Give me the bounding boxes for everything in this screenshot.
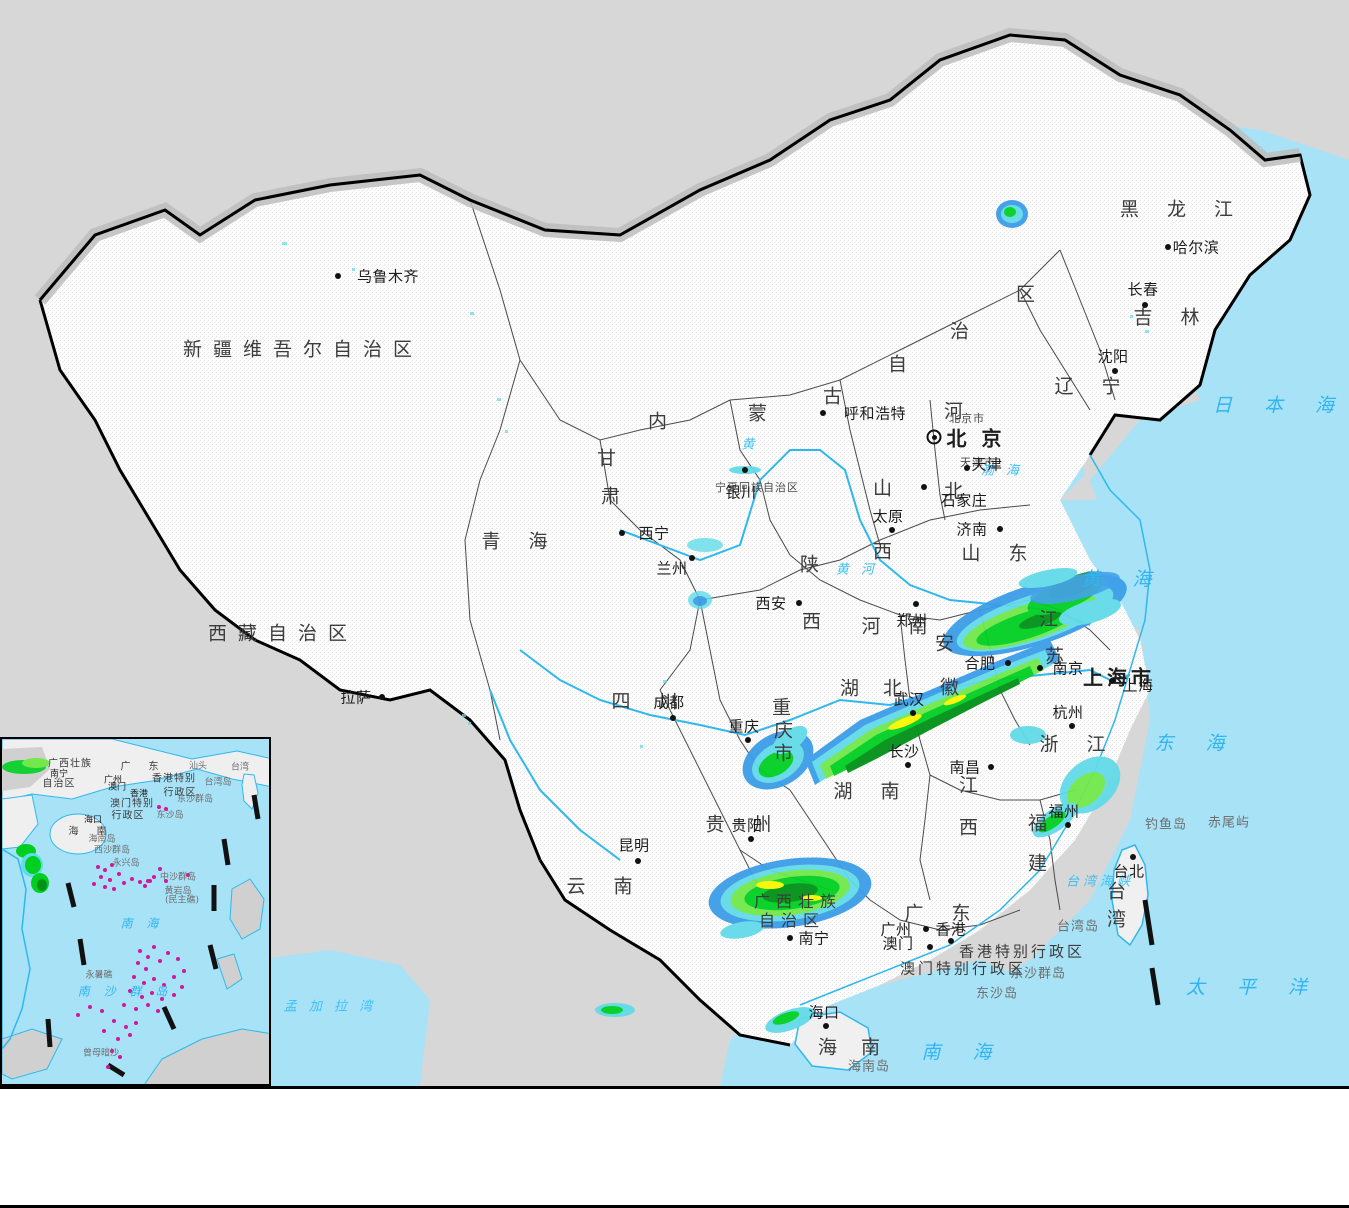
city-marker-icon — [335, 273, 341, 279]
echo-guangxi — [708, 857, 872, 939]
city-marker-icon — [635, 858, 641, 864]
inset-label-26: 南 海 — [120, 916, 164, 931]
inset-label-5: 汕头 — [188, 761, 208, 772]
city-marker-icon — [905, 762, 911, 768]
city-marker-icon — [823, 1023, 829, 1029]
inset-label-29: 曾母暗沙 — [82, 1048, 120, 1059]
inset-label-21: 西沙群岛 — [93, 845, 131, 856]
inset-label-24: 黄岩岛 — [164, 886, 192, 897]
city-marker-icon — [1109, 678, 1115, 684]
inset-label-15: 东沙群岛 — [176, 794, 214, 805]
city-marker-icon — [748, 836, 754, 842]
echo-chongqing-guizhou — [742, 725, 814, 790]
inset-label-28: 南 沙 群 岛 — [77, 984, 173, 999]
city-marker-icon — [1005, 660, 1011, 666]
city-marker-icon — [787, 935, 793, 941]
inset-label-4: 东 — [148, 761, 160, 773]
inset-label-22: 永兴岛 — [112, 858, 140, 869]
national-border-west — [38, 299, 542, 861]
hainan-island — [794, 1011, 873, 1071]
national-border-south — [538, 859, 791, 1047]
city-marker-icon — [997, 526, 1003, 532]
inset-label-18: 海 — [68, 826, 80, 838]
city-marker-icon — [796, 600, 802, 606]
echo-yellow-sea — [1018, 567, 1120, 605]
city-marker-icon — [745, 737, 751, 743]
city-marker-icon — [820, 410, 826, 416]
echo-hainan — [595, 1003, 815, 1033]
inset-label-7: 广州 — [103, 775, 123, 786]
inset-label-0: 广西壮族 — [48, 758, 92, 770]
city-marker-icon — [670, 715, 676, 721]
city-marker-icon — [910, 710, 916, 716]
legend-panel: 全国雷达拼图 [2025-11-17 16:42:00] [ 组合反射率 ] d… — [0, 1086, 1349, 1208]
inset-label-17: 海口 — [83, 815, 103, 826]
echo-northeast — [996, 200, 1028, 228]
inset-label-19: 南 — [96, 826, 108, 838]
inset-label-11: 澳门 — [107, 782, 127, 793]
city-marker-icon — [1069, 723, 1075, 729]
city-marker-icon — [964, 465, 970, 471]
inset-label-20: 海南岛 — [88, 834, 116, 845]
city-marker-icon — [948, 938, 954, 944]
city-marker-icon — [988, 764, 994, 770]
city-marker-icon — [742, 467, 748, 473]
city-marker-icon — [927, 944, 933, 950]
city-marker-icon — [379, 694, 385, 700]
inset-label-25: (民主礁) — [164, 895, 200, 906]
inset-label-10: 台湾岛 — [204, 777, 232, 788]
echo-speckle — [282, 242, 1149, 748]
map-canvas — [34, 27, 1349, 1086]
south-china-sea-inset[interactable]: 广西壮族 自治区 南宁广东汕头 台湾 广州 香港特别 行政区 台湾岛 澳门 香港 澳门特别 行政区 东沙… — [0, 737, 271, 1086]
inset-label-14: 行政区 — [111, 810, 145, 822]
inset-label-1: 自治区 — [42, 778, 76, 790]
inset-label-27: 永暑礁 — [85, 970, 113, 981]
city-marker-icon — [889, 527, 895, 533]
city-marker-icon — [923, 926, 929, 932]
inset-label-13: 澳门特别 — [110, 798, 154, 810]
inset-label-12: 香港 — [129, 789, 149, 800]
inset-label-9: 行政区 — [163, 787, 197, 799]
city-marker-icon — [689, 555, 695, 561]
city-marker-icon — [913, 601, 919, 607]
echo-coastal-zhejiang-fujian — [1010, 726, 1121, 838]
city-marker-icon — [1165, 244, 1171, 250]
border-line-top — [38, 33, 1301, 301]
capital-marker-icon — [926, 429, 942, 445]
inset-label-23: 中沙群岛 — [159, 872, 197, 883]
city-marker-icon — [1112, 368, 1118, 374]
inset-label-8: 香港特别 — [152, 773, 196, 785]
city-marker-icon — [619, 530, 625, 536]
inset-label-3: 广 — [120, 761, 132, 773]
city-marker-icon — [1065, 822, 1071, 828]
city-marker-icon — [921, 484, 927, 490]
echo-hubei-anhui-band — [805, 640, 1060, 785]
inset-canvas — [2, 739, 269, 1084]
china-radar-map[interactable]: 新疆维吾尔自治区 西藏自治区青 海四 川云 南内蒙古自治区黑 龙 江吉 林辽 宁甘… — [0, 0, 1349, 1086]
taiwan-island — [1111, 844, 1149, 947]
inset-label-2: 南宁 — [49, 769, 69, 780]
nine-dash-line-segments — [1142, 899, 1161, 1006]
city-marker-icon — [1142, 302, 1148, 308]
radar-echo-layer — [282, 200, 1149, 1033]
city-marker-icon — [1130, 854, 1136, 860]
city-marker-icon — [1037, 665, 1043, 671]
inset-label-6: 台湾 — [230, 762, 250, 773]
inset-label-16: 东沙岛 — [156, 810, 184, 821]
